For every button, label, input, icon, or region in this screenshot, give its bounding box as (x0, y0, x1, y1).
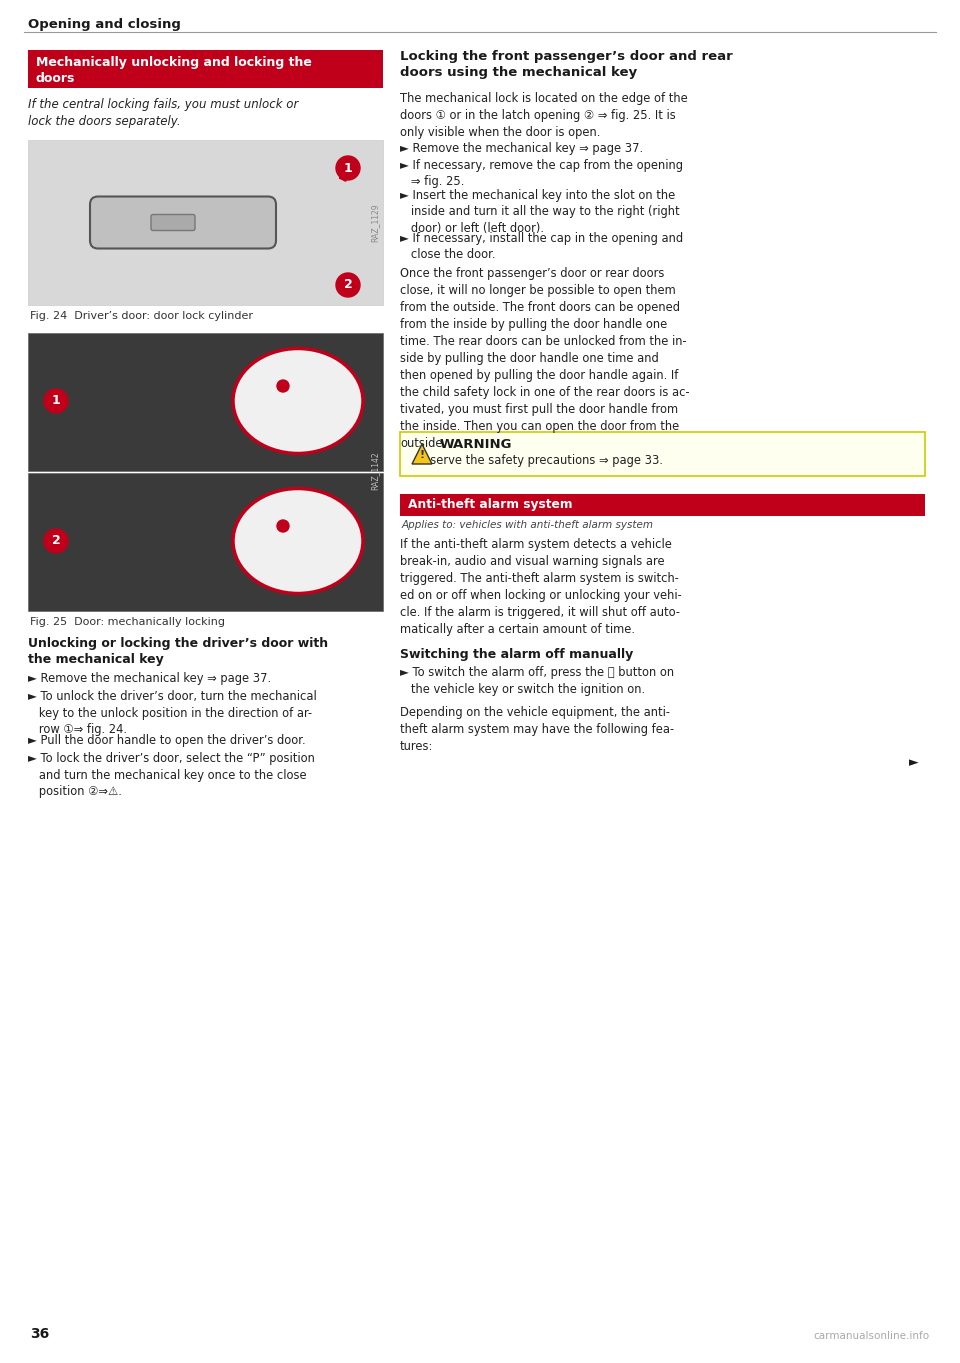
FancyBboxPatch shape (28, 140, 383, 305)
Text: 1: 1 (344, 161, 352, 174)
Text: ► Insert the mechanical key into the slot on the
   inside and turn it all the w: ► Insert the mechanical key into the slo… (400, 189, 680, 234)
Text: carmanualsonline.info: carmanualsonline.info (814, 1332, 930, 1341)
Text: Depending on the vehicle equipment, the anti-
theft alarm system may have the fo: Depending on the vehicle equipment, the … (400, 706, 674, 752)
Text: If the anti-theft alarm system detects a vehicle
break-in, audio and visual warn: If the anti-theft alarm system detects a… (400, 538, 682, 637)
Text: ► To switch the alarm off, press the 🔒 button on
   the vehicle key or switch th: ► To switch the alarm off, press the 🔒 b… (400, 667, 674, 695)
Text: ► Remove the mechanical key ⇒ page 37.: ► Remove the mechanical key ⇒ page 37. (400, 142, 643, 155)
Text: If the central locking fails, you must unlock or
lock the doors separately.: If the central locking fails, you must u… (28, 98, 299, 128)
Circle shape (336, 273, 360, 297)
Text: ►: ► (909, 756, 919, 769)
FancyBboxPatch shape (151, 214, 195, 230)
Polygon shape (412, 444, 432, 463)
Text: Mechanically unlocking and locking the
doors: Mechanically unlocking and locking the d… (36, 56, 312, 85)
Text: Unlocking or locking the driver’s door with
the mechanical key: Unlocking or locking the driver’s door w… (28, 637, 328, 667)
Text: WARNING: WARNING (440, 438, 513, 451)
Text: RAZ_1142: RAZ_1142 (370, 451, 379, 491)
Text: !: ! (420, 450, 424, 459)
Text: ► To unlock the driver’s door, turn the mechanical
   key to the unlock position: ► To unlock the driver’s door, turn the … (28, 690, 317, 736)
Text: Switching the alarm off manually: Switching the alarm off manually (400, 647, 634, 661)
Text: 2: 2 (52, 534, 60, 548)
Text: Applies to: vehicles with anti-theft alarm system: Applies to: vehicles with anti-theft ala… (402, 521, 654, 530)
Text: Anti-theft alarm system: Anti-theft alarm system (408, 497, 572, 511)
Text: ► If necessary, remove the cap from the opening
   ⇒ fig. 25.: ► If necessary, remove the cap from the … (400, 159, 683, 188)
Text: ► If necessary, install the cap in the opening and
   close the door.: ► If necessary, install the cap in the o… (400, 232, 684, 262)
Circle shape (44, 388, 68, 413)
Text: 1: 1 (52, 394, 60, 408)
Text: 36: 36 (30, 1328, 49, 1341)
Text: Once the front passenger’s door or rear doors
close, it will no longer be possib: Once the front passenger’s door or rear … (400, 267, 689, 450)
Text: 2: 2 (344, 278, 352, 292)
Text: ► To lock the driver’s door, select the “P” position
   and turn the mechanical : ► To lock the driver’s door, select the … (28, 752, 315, 797)
Circle shape (44, 529, 68, 553)
Ellipse shape (233, 488, 363, 593)
Text: The mechanical lock is located on the edge of the
doors ① or in the latch openin: The mechanical lock is located on the ed… (400, 91, 687, 139)
Text: RAZ_1129: RAZ_1129 (370, 203, 379, 241)
Ellipse shape (233, 349, 363, 454)
Text: Opening and closing: Opening and closing (28, 18, 180, 31)
Text: ► Remove the mechanical key ⇒ page 37.: ► Remove the mechanical key ⇒ page 37. (28, 672, 271, 686)
Text: Observe the safety precautions ⇒ page 33.: Observe the safety precautions ⇒ page 33… (414, 454, 663, 468)
Circle shape (277, 380, 289, 393)
Text: ► Pull the door handle to open the driver’s door.: ► Pull the door handle to open the drive… (28, 735, 305, 747)
FancyBboxPatch shape (400, 432, 925, 476)
Text: Fig. 24  Driver’s door: door lock cylinder: Fig. 24 Driver’s door: door lock cylinde… (30, 311, 253, 322)
FancyBboxPatch shape (90, 196, 276, 248)
FancyBboxPatch shape (28, 473, 383, 611)
Text: Fig. 25  Door: mechanically locking: Fig. 25 Door: mechanically locking (30, 617, 225, 627)
Circle shape (336, 155, 360, 180)
FancyBboxPatch shape (28, 50, 383, 89)
FancyBboxPatch shape (28, 333, 383, 472)
Text: Locking the front passenger’s door and rear
doors using the mechanical key: Locking the front passenger’s door and r… (400, 50, 732, 79)
Circle shape (277, 521, 289, 532)
FancyBboxPatch shape (400, 493, 925, 517)
